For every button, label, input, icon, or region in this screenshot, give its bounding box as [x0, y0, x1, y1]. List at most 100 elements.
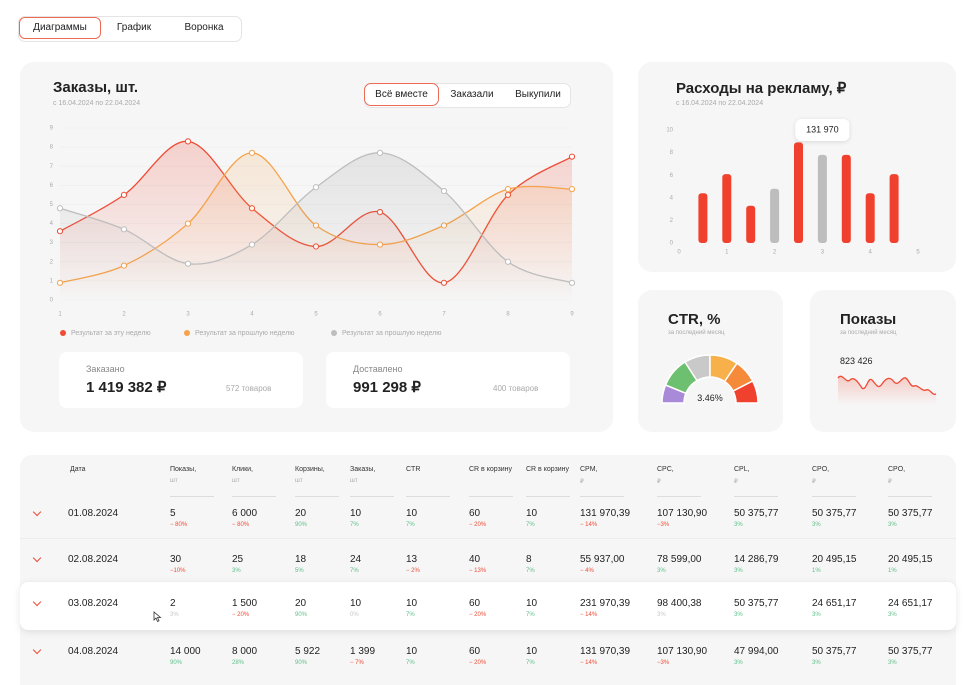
cell-value: 10 — [350, 598, 362, 609]
header-underline — [406, 496, 450, 497]
cell-value: 5 922 — [295, 646, 321, 657]
column-unit: ₽ — [812, 479, 816, 485]
header-underline — [526, 496, 570, 497]
cell-value: 40 — [469, 554, 481, 565]
cell-value: 50 375,77 — [888, 646, 933, 657]
cell-value: 24 651,17 — [888, 598, 933, 609]
header-underline — [469, 496, 513, 497]
cell-value: 20 495,15 — [888, 554, 933, 565]
cell-change: −3% — [657, 660, 670, 666]
cell-change: 90% — [170, 660, 183, 666]
column-unit: шт — [295, 478, 303, 484]
cell-value: 30 — [170, 554, 182, 565]
cell-change: 7% — [406, 612, 415, 618]
column-header: Показы, — [170, 466, 197, 473]
cell-value: 107 130,90 — [657, 508, 708, 519]
card-subtitle: за последний месяц — [668, 330, 725, 336]
column-unit: ₽ — [888, 479, 892, 485]
header-underline — [350, 496, 394, 497]
stat-note: 572 товаров — [226, 384, 272, 393]
tab[interactable]: Воронка — [184, 22, 224, 33]
cell-value: 10 — [406, 646, 418, 657]
column-header: Заказы, — [350, 466, 376, 473]
column-header: Корзины, — [295, 466, 325, 473]
cell-value: 10 — [526, 646, 538, 657]
cell-value: 78 599,00 — [657, 554, 702, 565]
cell-value: 8 000 — [232, 646, 258, 657]
cell-change: 7% — [526, 568, 535, 574]
cell-change: 7% — [526, 612, 535, 618]
cell-change: − 80% — [232, 522, 250, 528]
cell-value: 131 970,39 — [580, 646, 631, 657]
header-underline — [812, 496, 856, 497]
column-header: CPO, — [812, 466, 830, 473]
cell-change: 7% — [526, 522, 535, 528]
column-header: CPC, — [657, 466, 674, 473]
cell-value: 107 130,90 — [657, 646, 708, 657]
cell-value: 50 375,77 — [734, 598, 779, 609]
cell-change: 3% — [734, 522, 743, 528]
cell-change: 1% — [888, 568, 897, 574]
cell-value: 18 — [295, 554, 307, 565]
cell-value: 20 — [295, 598, 307, 609]
cell-value: 5 — [170, 508, 176, 519]
cell-value: 60 — [469, 508, 481, 519]
cell-change: 3% — [170, 612, 179, 618]
cell-change: 90% — [295, 660, 308, 666]
header-underline — [734, 496, 778, 497]
stat-value: 991 298 ₽ — [353, 379, 421, 396]
impressions-value: 823 426 — [840, 356, 873, 366]
cell-value: 10 — [526, 508, 538, 519]
header-underline — [580, 496, 624, 497]
cell-value: 10 — [350, 508, 362, 519]
column-unit: ₽ — [734, 479, 738, 485]
cell-value: 50 375,77 — [888, 508, 933, 519]
card-title: CTR, % — [668, 311, 721, 328]
stat-box — [326, 352, 570, 408]
cell-change: − 14% — [580, 660, 598, 666]
cell-change: 7% — [350, 568, 359, 574]
cell-value: 10 — [526, 598, 538, 609]
cell-value: 50 375,77 — [812, 646, 857, 657]
cell-change: 7% — [406, 522, 415, 528]
cell-change: 3% — [734, 660, 743, 666]
cell-change: 3% — [888, 522, 897, 528]
cell-change: 7% — [406, 660, 415, 666]
cell-change: − 13% — [469, 568, 487, 574]
column-header: CTR — [406, 466, 421, 473]
row-date: 01.08.2024 — [68, 508, 119, 519]
column-header: CPM, — [580, 466, 598, 473]
column-unit: шт — [350, 478, 358, 484]
cell-change: − 80% — [170, 522, 188, 528]
cell-change: 3% — [734, 568, 743, 574]
card-subtitle: с 16.04.2024 по 22.04.2024 — [53, 100, 141, 107]
cell-value: 14 000 — [170, 646, 201, 657]
column-unit: ₽ — [657, 479, 661, 485]
toggle-option[interactable]: Всё вместе — [364, 83, 439, 106]
column-header: CPL, — [734, 466, 750, 473]
cell-change: 3% — [888, 612, 897, 618]
cell-change: − 20% — [469, 522, 487, 528]
cell-change: −3% — [657, 522, 670, 528]
cell-change: 3% — [888, 660, 897, 666]
stat-note: 400 товаров — [493, 384, 539, 393]
tab[interactable]: Диаграммы — [19, 17, 101, 39]
cell-value: 14 286,79 — [734, 554, 779, 565]
cell-value: 1 399 — [350, 646, 376, 657]
toggle-option[interactable]: Заказали — [450, 89, 494, 100]
cell-change: 90% — [295, 522, 308, 528]
row-date: 02.08.2024 — [68, 554, 119, 565]
toggle-option[interactable]: Выкупили — [515, 89, 561, 100]
cell-value: 13 — [406, 554, 418, 565]
ctr-value: 3.46% — [697, 393, 723, 403]
cell-value: 25 — [232, 554, 244, 565]
cell-value: 55 937,00 — [580, 554, 625, 565]
cell-change: 7% — [350, 522, 359, 528]
cell-change: − 7% — [350, 660, 364, 666]
cell-change: 5% — [295, 568, 304, 574]
column-unit: шт — [232, 478, 240, 484]
cell-value: 1 500 — [232, 598, 258, 609]
tab[interactable]: График — [116, 22, 152, 33]
table-card — [20, 455, 956, 685]
cell-change: −10% — [170, 568, 186, 574]
